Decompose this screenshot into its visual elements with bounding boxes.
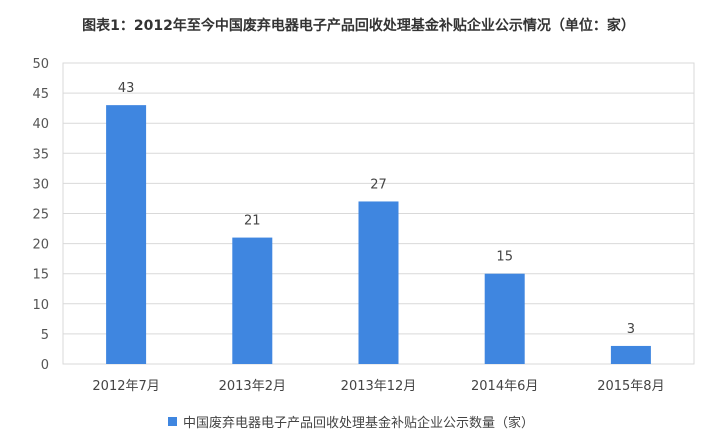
legend: 中国废弃电器电子产品回收处理基金补贴企业公示数量（家） bbox=[168, 412, 534, 431]
x-tick-label: 2014年6月 bbox=[471, 379, 538, 394]
data-label: 27 bbox=[370, 177, 387, 192]
data-label: 15 bbox=[496, 250, 513, 265]
y-tick-label: 35 bbox=[32, 147, 49, 162]
legend-swatch bbox=[168, 417, 177, 426]
y-tick-label: 40 bbox=[32, 117, 49, 132]
y-tick-label: 50 bbox=[32, 57, 49, 72]
x-tick-label: 2012年7月 bbox=[92, 379, 159, 394]
y-tick-label: 10 bbox=[32, 298, 49, 313]
y-tick-label: 15 bbox=[32, 268, 49, 283]
data-label: 21 bbox=[244, 214, 261, 229]
y-tick-label: 0 bbox=[41, 358, 49, 373]
y-tick-label: 45 bbox=[32, 87, 49, 102]
x-tick-label: 2013年12月 bbox=[341, 379, 417, 394]
chart-title: 图表1：2012年至今中国废弃电器电子产品回收处理基金补贴企业公示情况（单位：家… bbox=[82, 18, 635, 34]
bar bbox=[106, 105, 147, 364]
bar bbox=[610, 345, 651, 364]
y-tick-label: 25 bbox=[32, 208, 49, 223]
data-label: 43 bbox=[118, 81, 135, 96]
legend-label: 中国废弃电器电子产品回收处理基金补贴企业公示数量（家） bbox=[183, 416, 535, 431]
bar bbox=[358, 201, 399, 364]
data-label: 3 bbox=[627, 322, 635, 337]
y-tick-label: 20 bbox=[32, 238, 49, 253]
y-tick-label: 5 bbox=[41, 328, 49, 343]
x-tick-label: 2013年2月 bbox=[219, 379, 286, 394]
x-tick-label: 2015年8月 bbox=[597, 379, 664, 394]
bar bbox=[232, 237, 273, 364]
y-tick-label: 30 bbox=[32, 177, 49, 192]
bar bbox=[484, 273, 525, 364]
